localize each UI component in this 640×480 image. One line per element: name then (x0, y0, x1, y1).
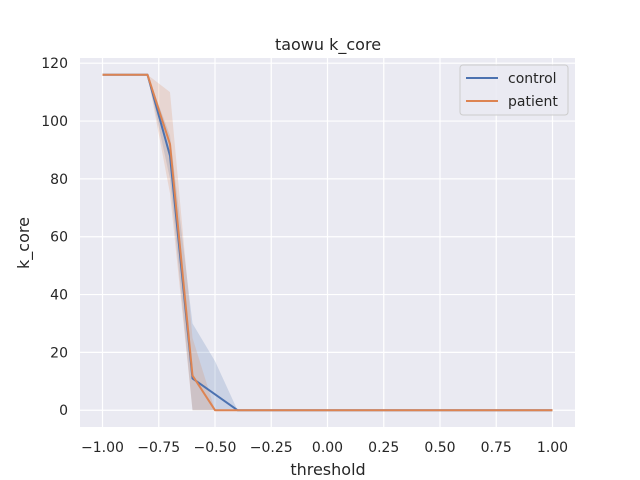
y-axis-label: k_core (14, 217, 34, 269)
x-tick-label: −0.25 (250, 440, 293, 456)
x-tick-label: 0.25 (368, 440, 399, 456)
x-tick-label: −0.75 (137, 440, 180, 456)
y-tick-label: 20 (50, 345, 68, 361)
x-tick-label: 0.75 (481, 440, 512, 456)
x-tick-label: 1.00 (537, 440, 568, 456)
y-tick-label: 40 (50, 288, 68, 304)
y-tick-label: 60 (50, 230, 68, 246)
legend-label-control: control (508, 71, 557, 87)
x-axis-label: threshold (290, 460, 365, 479)
legend: control patient (459, 64, 569, 116)
tick-labels: −1.00 −0.75 −0.50 −0.25 0.00 0.25 0.50 0.75 1.00… (41, 56, 568, 456)
x-tick-label: −1.00 (81, 440, 124, 456)
legend-label-patient: patient (508, 94, 558, 110)
y-tick-label: 100 (41, 114, 68, 130)
x-tick-label: 0.00 (312, 440, 343, 456)
x-tick-label: 0.50 (424, 440, 455, 456)
x-tick-label: −0.50 (194, 440, 237, 456)
chart-title: taowu k_core (275, 35, 381, 55)
series-line-patient (102, 73, 553, 412)
series-lines (102, 73, 553, 412)
y-tick-label: 0 (59, 403, 68, 419)
y-tick-label: 80 (50, 172, 68, 188)
y-tick-label: 120 (41, 56, 68, 72)
